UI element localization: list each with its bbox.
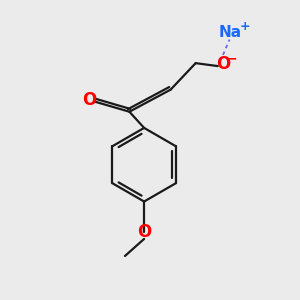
Text: −: − xyxy=(225,52,237,66)
Text: +: + xyxy=(240,20,250,33)
Text: O: O xyxy=(216,55,230,73)
Text: Na: Na xyxy=(219,25,242,40)
Text: O: O xyxy=(82,91,96,109)
Text: O: O xyxy=(137,224,151,242)
